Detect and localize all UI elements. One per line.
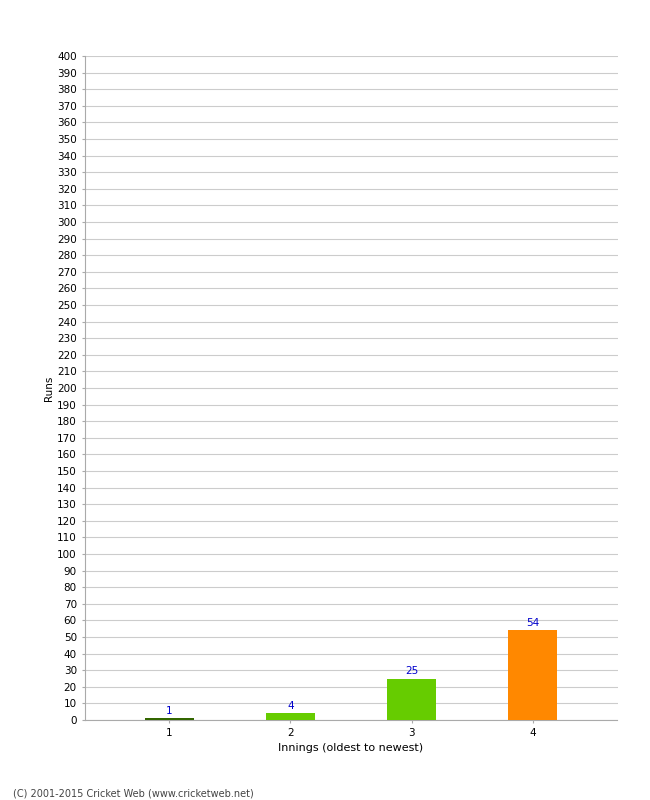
- Text: 4: 4: [287, 701, 294, 711]
- Text: (C) 2001-2015 Cricket Web (www.cricketweb.net): (C) 2001-2015 Cricket Web (www.cricketwe…: [13, 788, 254, 798]
- Bar: [145, 718, 194, 720]
- Bar: [387, 678, 436, 720]
- Text: 54: 54: [526, 618, 540, 628]
- X-axis label: Innings (oldest to newest): Innings (oldest to newest): [278, 743, 424, 753]
- Bar: [266, 714, 315, 720]
- Bar: [508, 630, 557, 720]
- Text: 1: 1: [166, 706, 173, 716]
- Text: 25: 25: [405, 666, 418, 676]
- Y-axis label: Runs: Runs: [44, 375, 55, 401]
